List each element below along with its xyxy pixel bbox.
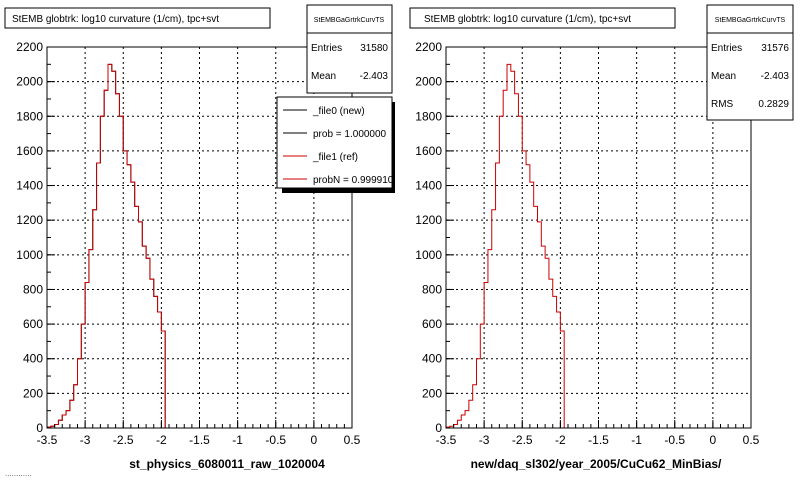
right-stats-label-entries: Entries xyxy=(711,43,742,54)
y-tick-label: 1600 xyxy=(415,144,442,158)
x-tick-label: -2 xyxy=(156,433,167,447)
right-y-ticks: 0 200 400 600 800 1000 1200 1400 1600 1800 2000 220… xyxy=(415,40,454,435)
legend-label-file0: _file0 (new) xyxy=(312,106,365,117)
x-tick-label: -1 xyxy=(232,433,243,447)
y-tick-label: 0 xyxy=(435,421,442,435)
left-stats-box xyxy=(306,4,393,94)
y-tick-label: 800 xyxy=(422,282,442,296)
left-stats-label-mean: Mean xyxy=(311,71,336,82)
y-tick-label: 2200 xyxy=(415,40,442,54)
histogram-series-0 xyxy=(46,63,177,429)
y-tick-label: 0 xyxy=(36,421,43,435)
x-tick-label: -3 xyxy=(479,433,490,447)
left-histogram-panel: 0 200 400 600 800 1000 1200 1400 1600 1800 2000 220… xyxy=(4,4,395,471)
y-tick-label: 800 xyxy=(23,282,43,296)
y-tick-label: 1800 xyxy=(16,109,43,123)
x-tick-label: -3.5 xyxy=(37,433,58,447)
left-legend-box xyxy=(276,96,393,189)
left-x-axis-label: st_physics_6080011_raw_1020004 xyxy=(129,457,325,471)
x-tick-label: 0.5 xyxy=(743,433,760,447)
left-title-box xyxy=(4,7,271,29)
legend-label-file1: _file1 (ref) xyxy=(312,152,358,163)
footer-text: ............ xyxy=(5,469,32,478)
y-tick-label: 400 xyxy=(23,352,43,366)
right-stats-label-rms: RMS xyxy=(711,99,734,110)
y-tick-label: 600 xyxy=(23,317,43,331)
x-tick-label: -2.5 xyxy=(512,433,533,447)
right-histogram-panel: 0 200 400 600 800 1000 1200 1400 1600 1800 2000 220… xyxy=(409,4,794,471)
x-tick-label: -1 xyxy=(631,433,642,447)
y-tick-label: 200 xyxy=(422,386,442,400)
y-tick-label: 1400 xyxy=(415,179,442,193)
right-histogram xyxy=(445,63,576,429)
right-stats-value-mean: -2.403 xyxy=(761,71,790,82)
y-tick-label: 1200 xyxy=(415,213,442,227)
right-title-box xyxy=(409,7,676,29)
right-x-ticks: -3.5 -3 -2.5 -2 -1.5 -1 -0.5 0 0.5 xyxy=(436,420,760,447)
x-tick-label: -1.5 xyxy=(189,433,210,447)
left-stats-name: StEMBGaGrtrkCurvTS xyxy=(314,17,385,24)
left-stats-value-entries: 31580 xyxy=(360,43,388,54)
left-grid xyxy=(47,47,352,428)
left-y-ticks: 0 200 400 600 800 1000 1200 1400 1600 1800 2000 220… xyxy=(16,40,55,435)
x-tick-label: 0.5 xyxy=(344,433,361,447)
y-tick-label: 2000 xyxy=(16,75,43,89)
legend-label-probn: probN = 0.999910 xyxy=(313,175,394,186)
x-tick-label: -3.5 xyxy=(436,433,457,447)
y-tick-label: 200 xyxy=(23,386,43,400)
x-tick-label: -2.5 xyxy=(113,433,134,447)
y-tick-label: 1000 xyxy=(415,248,442,262)
left-histogram xyxy=(46,63,177,429)
y-tick-label: 1600 xyxy=(16,144,43,158)
x-tick-label: -3 xyxy=(80,433,91,447)
x-tick-label: -0.5 xyxy=(664,433,685,447)
y-tick-label: 1200 xyxy=(16,213,43,227)
y-tick-label: 400 xyxy=(422,352,442,366)
histogram-series-1 xyxy=(46,63,177,429)
histogram-series-0 xyxy=(445,63,576,429)
right-stats-name: StEMBGaGrtrkCurvTS xyxy=(715,17,786,24)
x-tick-label: 0 xyxy=(311,433,318,447)
legend-label-prob: prob = 1.000000 xyxy=(313,129,387,140)
x-tick-label: -1.5 xyxy=(588,433,609,447)
y-tick-label: 600 xyxy=(422,317,442,331)
y-tick-label: 1800 xyxy=(415,109,442,123)
y-tick-label: 1000 xyxy=(16,248,43,262)
right-stats-value-rms: 0.2829 xyxy=(758,99,789,110)
x-tick-label: -2 xyxy=(555,433,566,447)
right-stats-box xyxy=(706,4,794,121)
left-stats-label-entries: Entries xyxy=(311,43,342,54)
left-x-ticks: -3.5 -3 -2.5 -2 -1.5 -1 -0.5 0 0.5 xyxy=(37,420,361,447)
y-tick-label: 1400 xyxy=(16,179,43,193)
left-title: StEMB globtrk: log10 curvature (1/cm), t… xyxy=(12,14,219,25)
right-title: StEMB globtrk: log10 curvature (1/cm), t… xyxy=(424,14,631,25)
y-tick-label: 2200 xyxy=(16,40,43,54)
right-grid xyxy=(446,47,751,428)
left-stats-value-mean: -2.403 xyxy=(360,71,389,82)
x-tick-label: -0.5 xyxy=(265,433,286,447)
right-stats-value-entries: 31576 xyxy=(761,43,789,54)
y-tick-label: 2000 xyxy=(415,75,442,89)
right-stats-label-mean: Mean xyxy=(711,71,736,82)
x-tick-label: 0 xyxy=(710,433,717,447)
right-x-axis-label: new/daq_sl302/year_2005/CuCu62_MinBias/ xyxy=(471,457,722,471)
